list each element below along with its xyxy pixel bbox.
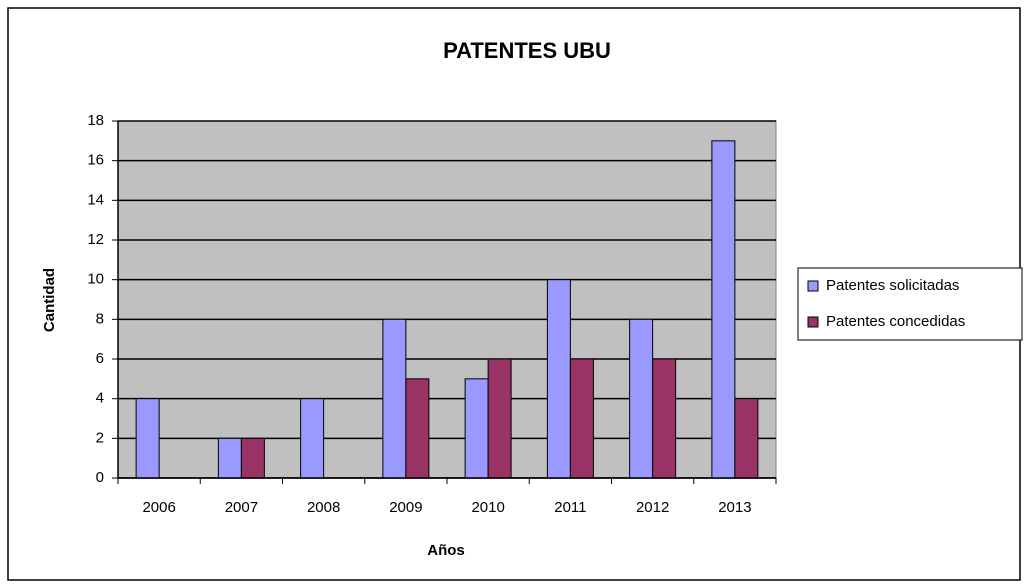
plot-area (117, 120, 777, 479)
bar (652, 358, 677, 479)
y-tick-label: 4 (96, 390, 104, 407)
x-axis-label: Años (427, 542, 465, 559)
bar (240, 437, 265, 479)
y-tick-label: 16 (87, 152, 104, 169)
x-tick-label: 2006 (142, 499, 175, 516)
legend-label: Patentes concedidas (826, 313, 965, 330)
x-tick-label: 2010 (471, 499, 504, 516)
y-tick-label: 8 (96, 310, 104, 327)
bar (546, 279, 571, 479)
legend-label: Patentes solicitadas (826, 277, 959, 294)
bar (135, 398, 160, 479)
bar (382, 318, 407, 479)
bar (569, 358, 594, 479)
x-tick-label: 2012 (636, 499, 669, 516)
x-tick-label: 2013 (718, 499, 751, 516)
y-tick-label: 14 (87, 191, 104, 208)
legend-swatch (807, 280, 819, 292)
y-tick-label: 10 (87, 271, 104, 288)
chart-title: PATENTES UBU (443, 38, 611, 63)
legend-swatch (807, 316, 819, 328)
bar (629, 318, 654, 479)
bar (300, 398, 325, 479)
y-tick-label: 12 (87, 231, 104, 248)
bar (487, 358, 512, 479)
bar (217, 437, 242, 479)
x-tick-label: 2007 (225, 499, 258, 516)
y-axis-label: Cantidad (41, 268, 58, 332)
bar (734, 398, 759, 479)
x-tick-label: 2008 (307, 499, 340, 516)
y-tick-label: 6 (96, 350, 104, 367)
x-tick-label: 2009 (389, 499, 422, 516)
y-tick-label: 0 (96, 469, 104, 486)
legend-box (797, 267, 1023, 341)
y-tick-label: 2 (96, 429, 104, 446)
bar (711, 140, 736, 479)
x-tick-label: 2011 (554, 499, 586, 516)
bar (464, 378, 489, 479)
bar (405, 378, 430, 479)
y-tick-label: 18 (87, 112, 104, 129)
